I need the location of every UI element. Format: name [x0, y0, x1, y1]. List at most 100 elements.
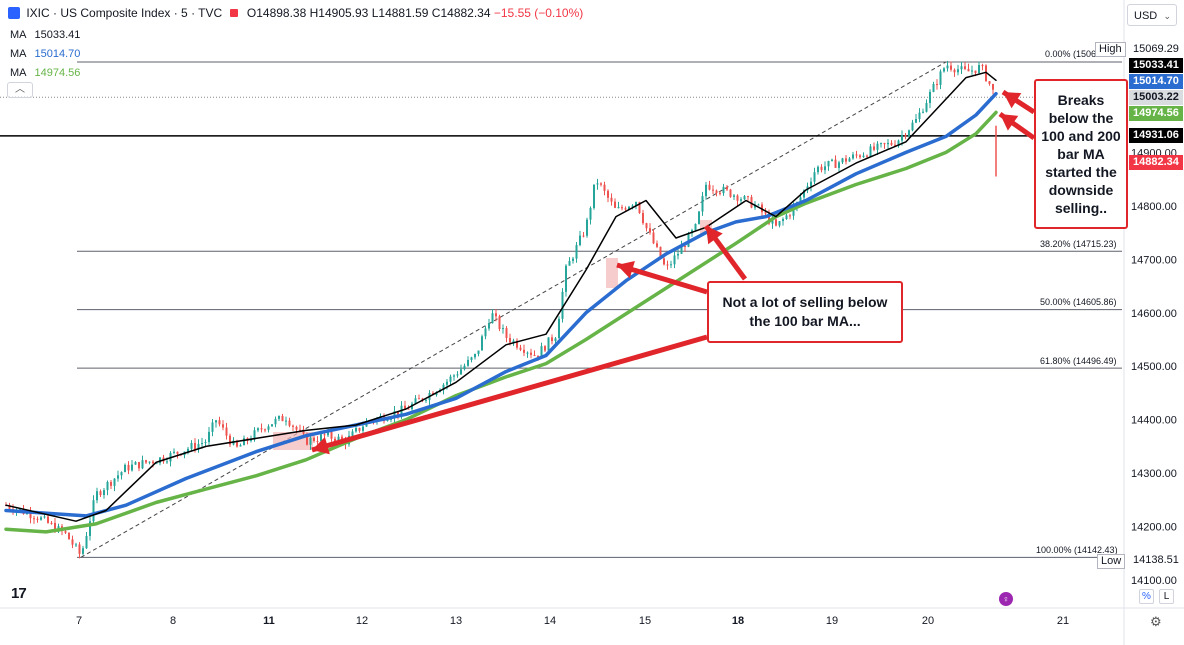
- candle-body: [295, 426, 298, 430]
- candle-body: [624, 208, 627, 210]
- arrow-to-ma-touch-3-head: [706, 226, 723, 245]
- candle-body: [117, 475, 119, 479]
- candle-body: [474, 353, 476, 358]
- candle-body: [141, 460, 144, 469]
- annotation-breaks-below: Breaks below the 100 and 200 bar MA star…: [1034, 79, 1128, 229]
- candle-body: [278, 415, 280, 419]
- candle-body: [204, 442, 207, 444]
- candle-body: [540, 346, 543, 357]
- candle-body: [481, 336, 483, 351]
- fib-label-0: 0.00% (1506: [1045, 49, 1097, 59]
- fib-label-38: 38.20% (14715.23): [1040, 239, 1117, 249]
- candle-body: [589, 208, 592, 220]
- candle-body: [530, 352, 532, 355]
- y-tick-label: 14700.00: [1131, 254, 1177, 266]
- candle-body: [250, 439, 252, 441]
- candle-body: [649, 228, 651, 233]
- candle-body: [824, 166, 826, 171]
- candle-body: [859, 155, 861, 158]
- candle-body: [495, 313, 497, 317]
- candle-body: [554, 338, 557, 342]
- candle-body: [666, 264, 669, 266]
- candle-body: [260, 428, 263, 430]
- candle-body: [138, 462, 140, 469]
- candle-body: [614, 201, 616, 208]
- candle-body: [883, 143, 886, 145]
- candle-body: [726, 186, 728, 190]
- candle-body: [603, 184, 606, 191]
- ma-legend-3[interactable]: MA 14974.56: [10, 67, 81, 79]
- candle-body: [33, 518, 35, 520]
- chevron-up-icon[interactable]: ︿: [7, 82, 33, 98]
- candle-body: [967, 68, 970, 72]
- candle-body: [43, 516, 46, 518]
- symbol-title[interactable]: IXIC · US Composite Index · 5 · TVC: [26, 6, 223, 20]
- ma-slow-line: [4, 110, 998, 534]
- candle-body: [582, 235, 585, 237]
- candle-body: [82, 548, 84, 554]
- candle-body: [8, 505, 11, 509]
- ma-legend-1[interactable]: MA 15033.41: [10, 29, 81, 41]
- candle-body: [936, 83, 938, 85]
- candle-body: [470, 357, 473, 360]
- currency-selector[interactable]: USD ⌄: [1127, 4, 1177, 26]
- x-tick-label: 21: [1057, 615, 1069, 627]
- candle-body: [673, 255, 676, 265]
- candle-body: [572, 258, 574, 261]
- candle-body: [477, 350, 480, 354]
- candle-body: [852, 154, 854, 159]
- candle-body: [425, 399, 427, 401]
- candle-body: [698, 211, 700, 224]
- candle-body: [337, 436, 340, 442]
- candle-body: [915, 118, 917, 123]
- candle-body: [327, 431, 329, 436]
- candle-body: [456, 374, 459, 376]
- candle-body: [876, 143, 879, 150]
- candle-body: [29, 512, 32, 519]
- candle-body: [789, 215, 791, 217]
- candle-body: [547, 337, 550, 351]
- candle-body: [176, 451, 179, 454]
- candle-body: [670, 264, 672, 266]
- low-tag: Low: [1097, 554, 1126, 569]
- annotation-not-much-selling: Not a lot of selling below the 100 bar M…: [707, 281, 903, 343]
- y-tick-label: 14200.00: [1131, 522, 1177, 534]
- candle-body: [316, 441, 319, 443]
- candle-body: [932, 83, 935, 92]
- candle-body: [281, 415, 284, 422]
- candle-body: [463, 365, 466, 370]
- candle-body: [523, 349, 525, 353]
- candle-body: [729, 189, 732, 197]
- candle-body: [817, 166, 819, 173]
- candle-body: [862, 155, 865, 158]
- candle-body: [407, 408, 410, 410]
- candle-body: [799, 197, 802, 203]
- candle-body: [113, 478, 116, 486]
- compare-symbol-icon[interactable]: ♀: [999, 592, 1013, 606]
- candle-body: [953, 69, 956, 73]
- candle-body: [362, 426, 364, 431]
- candle-body: [873, 146, 875, 150]
- candle-body: [92, 500, 95, 522]
- candle-body: [617, 207, 620, 209]
- candle-body: [957, 69, 959, 73]
- candle-body: [981, 65, 984, 67]
- ma-legend-2[interactable]: MA 15014.70: [10, 48, 81, 60]
- candle-body: [607, 190, 609, 198]
- candle-body: [404, 405, 406, 409]
- candle-body: [218, 420, 221, 425]
- candle-body: [166, 461, 168, 463]
- candle-body: [544, 346, 546, 351]
- x-tick-label: 11: [263, 615, 275, 627]
- ma-mid-line: [4, 91, 998, 518]
- candle-body: [127, 464, 130, 471]
- candle-body: [943, 68, 945, 72]
- price-badge-ma-mid: 15014.70: [1129, 74, 1183, 89]
- arrow-to-ma-touch-1: [311, 334, 708, 453]
- percent-scale-button[interactable]: %: [1139, 589, 1154, 604]
- log-scale-button[interactable]: L: [1159, 589, 1174, 604]
- candle-body: [918, 112, 921, 119]
- candle-body: [978, 65, 980, 73]
- gear-icon[interactable]: ⚙: [1150, 614, 1162, 629]
